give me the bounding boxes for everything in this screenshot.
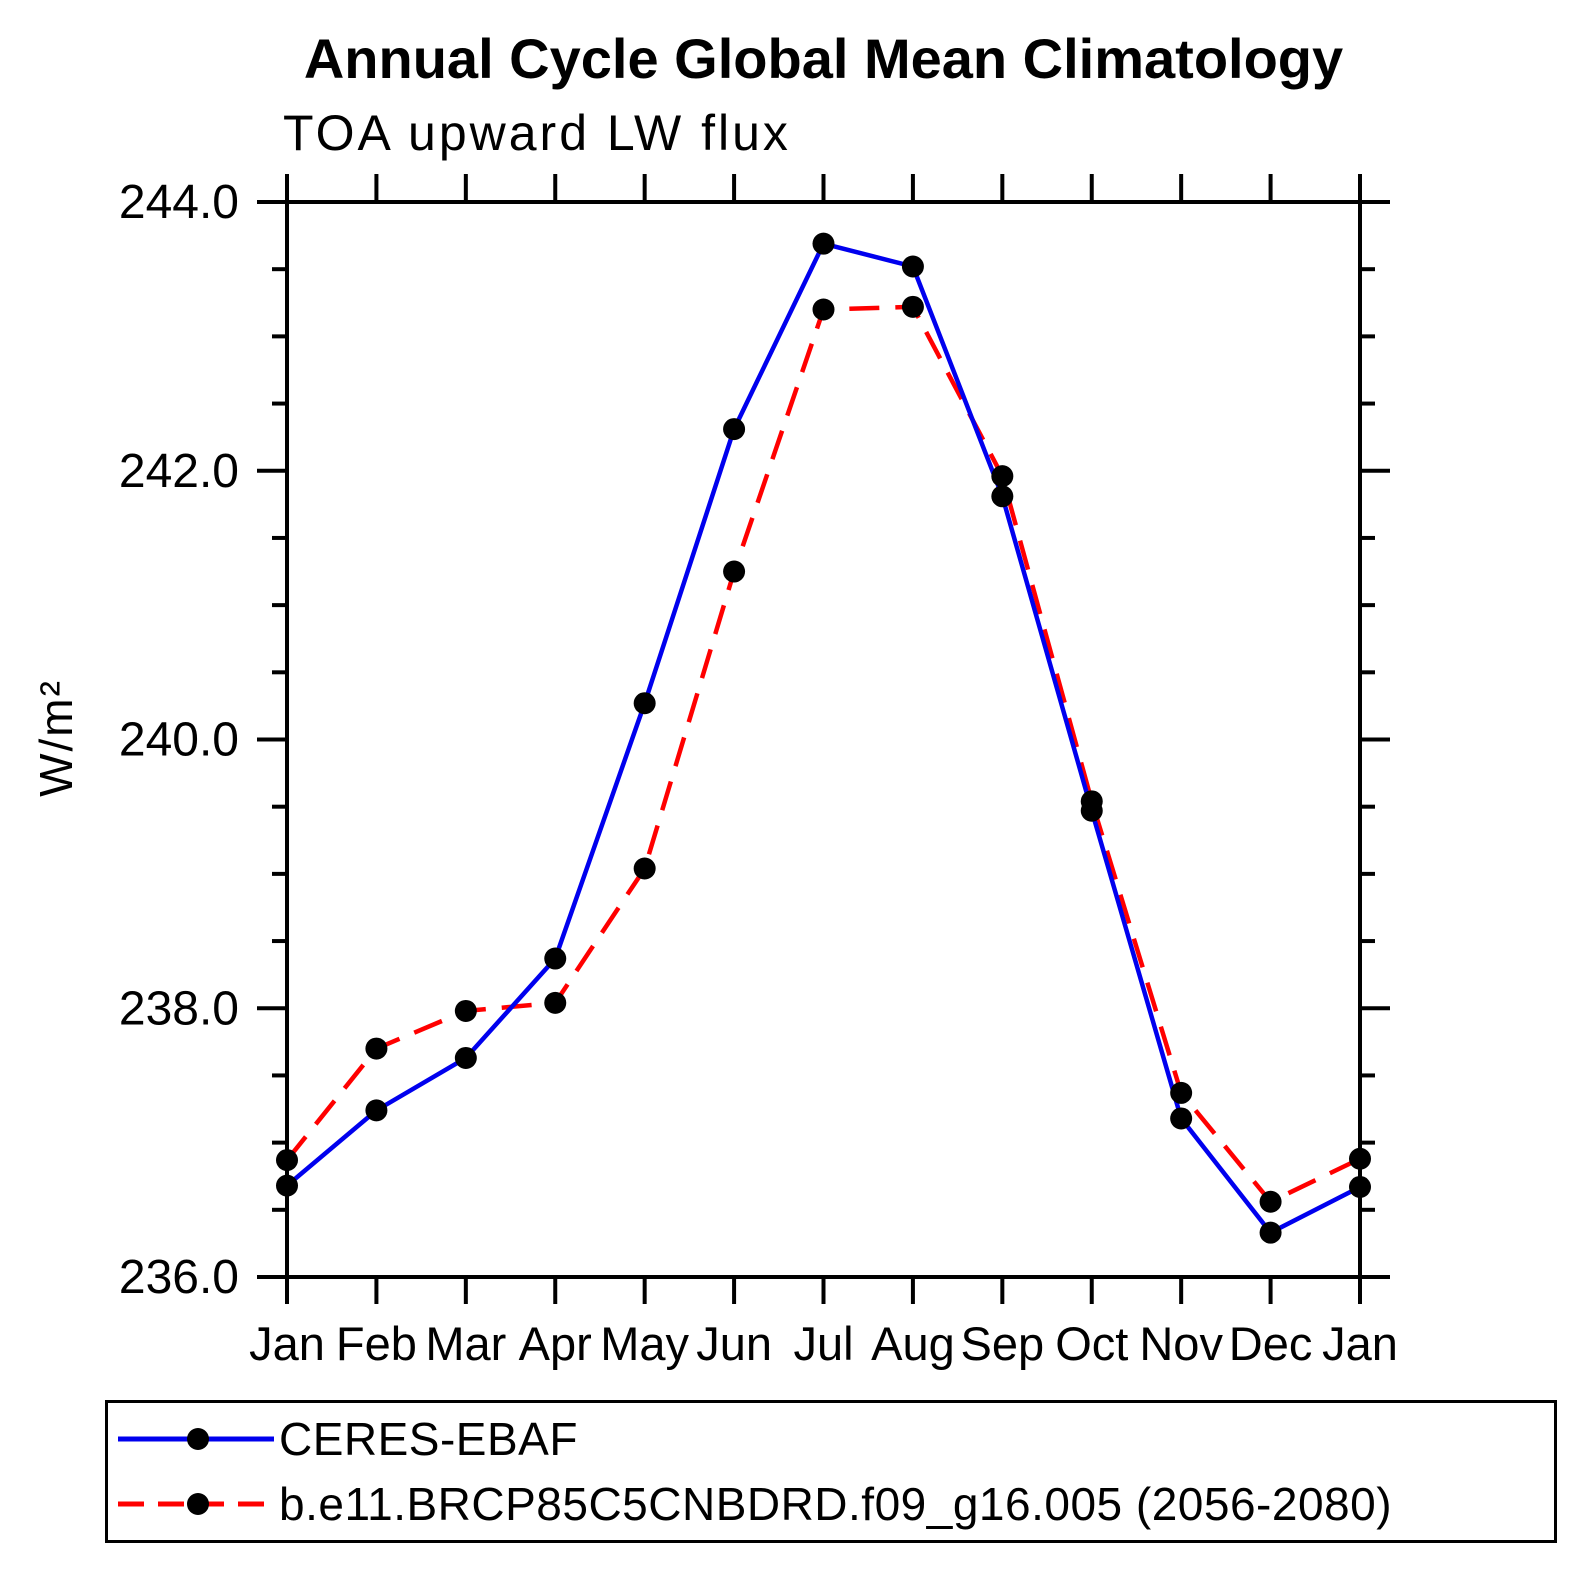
data-point-marker xyxy=(1349,1147,1371,1170)
data-point-marker xyxy=(812,232,835,255)
legend-marker-dot xyxy=(187,1428,209,1451)
legend-label: CERES-EBAF xyxy=(279,1413,578,1466)
legend-line-sample-dashed xyxy=(118,1492,274,1515)
y-tick-label: 244.0 xyxy=(119,176,239,229)
data-point-marker xyxy=(1080,790,1103,813)
data-point-marker xyxy=(633,692,656,715)
data-point-marker xyxy=(901,295,924,318)
data-point-marker xyxy=(633,857,656,880)
data-point-marker xyxy=(1349,1175,1371,1198)
legend-marker-dot xyxy=(187,1492,209,1515)
data-point-marker xyxy=(365,1037,388,1060)
legend-item-model: b.e11.BRCP85C5CNBDRD.f09_g16.005 (2056-2… xyxy=(114,1474,1554,1534)
x-tick-label: Mar xyxy=(425,1317,506,1370)
x-tick-label: Nov xyxy=(1139,1317,1223,1370)
x-tick-label: May xyxy=(600,1317,689,1370)
data-point-marker xyxy=(723,418,746,441)
x-tick-label: Aug xyxy=(871,1317,955,1370)
legend-label: b.e11.BRCP85C5CNBDRD.f09_g16.005 (2056-2… xyxy=(279,1477,1393,1530)
data-point-marker xyxy=(1259,1221,1282,1244)
x-tick-label: Jan xyxy=(1322,1317,1398,1370)
x-tick-label: Feb xyxy=(336,1317,417,1370)
data-point-marker xyxy=(723,560,746,583)
series-line-0 xyxy=(285,241,1362,1236)
data-point-marker xyxy=(991,465,1014,488)
x-tick-label: Sep xyxy=(961,1317,1045,1370)
legend-item-ceres: CERES-EBAF xyxy=(114,1409,1554,1469)
x-tick-label: Jun xyxy=(696,1317,772,1370)
y-tick-label: 242.0 xyxy=(119,445,239,498)
legend-line-sample-solid xyxy=(118,1428,274,1451)
data-point-marker xyxy=(365,1099,388,1122)
data-point-marker xyxy=(1259,1190,1282,1213)
data-point-marker xyxy=(454,999,477,1022)
y-tick-label: 240.0 xyxy=(119,714,239,767)
x-tick-label: Apr xyxy=(519,1317,592,1370)
data-point-marker xyxy=(544,991,567,1014)
chart-subtitle: TOA upward LW flux xyxy=(283,105,791,161)
x-tick-label: Jan xyxy=(249,1317,325,1370)
data-point-marker xyxy=(276,1149,298,1172)
x-tick-label: Jul xyxy=(793,1317,853,1370)
y-tick-label: 236.0 xyxy=(119,1251,239,1304)
data-point-marker xyxy=(276,1174,298,1197)
data-point-marker xyxy=(1170,1107,1193,1130)
x-tick-label: Dec xyxy=(1229,1317,1313,1370)
data-point-marker xyxy=(812,298,835,321)
x-tick-label: Oct xyxy=(1055,1317,1128,1370)
chart-title: Annual Cycle Global Mean Climatology xyxy=(303,27,1344,90)
data-point-marker xyxy=(544,947,567,970)
data-point-marker xyxy=(991,485,1014,508)
data-point-marker xyxy=(454,1046,477,1069)
data-point-marker xyxy=(1170,1081,1193,1104)
data-point-marker xyxy=(901,255,924,278)
y-tick-label: 238.0 xyxy=(119,982,239,1035)
legend: CERES-EBAF b.e11.BRCP85C5CNBDRD.f09_g16.… xyxy=(105,1400,1557,1543)
